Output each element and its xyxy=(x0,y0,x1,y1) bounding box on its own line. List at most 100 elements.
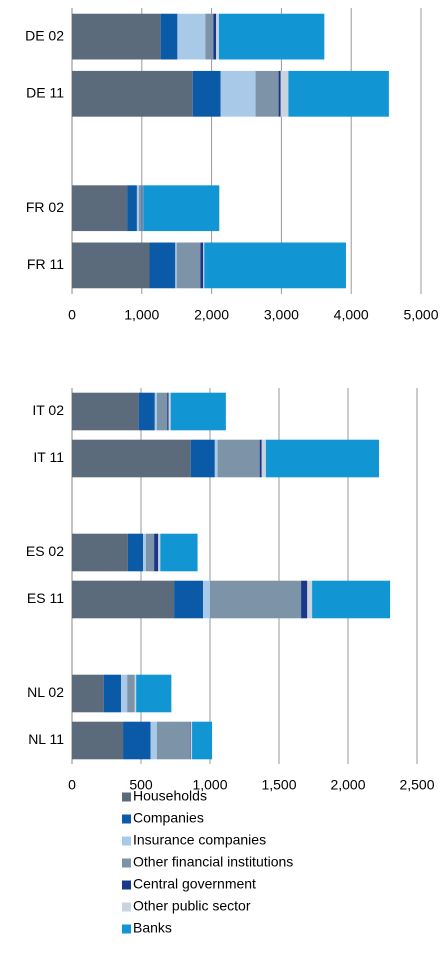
y-tick-label: ES 02 xyxy=(26,543,64,559)
legend-swatch xyxy=(122,792,131,802)
legend-swatch xyxy=(122,858,131,868)
bar-segment xyxy=(176,242,201,289)
bar-segment xyxy=(167,392,169,431)
bar-segment xyxy=(72,533,128,572)
bar-segment xyxy=(312,580,391,619)
x-tick-label: 2,000 xyxy=(330,777,365,793)
legend-label: Insurance companies xyxy=(133,832,266,848)
bar-segment xyxy=(120,674,128,713)
bar-segment xyxy=(301,580,308,619)
legend-label: Banks xyxy=(133,920,172,936)
bar-segment xyxy=(156,392,168,431)
bar-segment xyxy=(259,439,262,478)
bar-segment xyxy=(192,721,213,760)
y-tick-label: DE 02 xyxy=(25,27,64,43)
legend-label: Households xyxy=(133,788,207,804)
x-tick-label: 1,000 xyxy=(124,307,159,323)
bar-segment xyxy=(214,439,218,478)
bar-segment xyxy=(218,13,325,60)
bar-segment xyxy=(216,13,219,60)
x-tick-label: 2,500 xyxy=(399,777,434,793)
legend-swatch xyxy=(122,880,131,890)
bar-segment xyxy=(192,70,221,117)
bar-segment xyxy=(288,70,389,117)
legend-label: Companies xyxy=(133,810,204,826)
y-tick-label: FR 11 xyxy=(27,256,64,272)
bar-segment xyxy=(72,185,128,232)
bar-segment xyxy=(127,674,135,713)
bar-segment xyxy=(72,721,124,760)
bar-segment xyxy=(72,70,193,117)
bar-segment xyxy=(134,674,137,713)
bar-segment xyxy=(261,439,266,478)
bar-segment xyxy=(278,70,281,117)
bar-segment xyxy=(177,13,206,60)
bar-segment xyxy=(72,580,175,619)
y-tick-label: FR 02 xyxy=(26,199,64,215)
bar-segment xyxy=(213,13,217,60)
bar-segment xyxy=(72,674,104,713)
bar-segment xyxy=(205,13,214,60)
bar-segment xyxy=(136,674,172,713)
legend-label: Central government xyxy=(133,876,256,892)
bar-segment xyxy=(189,721,191,760)
x-tick-label: 5,000 xyxy=(403,307,438,323)
bar-segment xyxy=(204,242,346,289)
bar-segment xyxy=(158,533,161,572)
bar-segment xyxy=(149,242,176,289)
y-tick-label: NL 11 xyxy=(28,731,64,747)
bar-segment xyxy=(265,439,380,478)
bar-segment xyxy=(175,242,177,289)
bar-segment xyxy=(127,185,137,232)
bar-segment xyxy=(203,580,210,619)
bar-segment xyxy=(72,13,161,60)
bar-segment xyxy=(255,70,279,117)
bar-segment xyxy=(168,392,171,431)
legend-swatch xyxy=(122,902,131,912)
bar-segment xyxy=(136,185,140,232)
x-tick-label: 0 xyxy=(68,307,76,323)
bar-segment xyxy=(142,185,144,232)
bar-segment xyxy=(145,533,155,572)
bar-segment xyxy=(154,533,159,572)
bar-segment xyxy=(72,392,139,431)
bar-segment xyxy=(143,533,146,572)
x-tick-label: 1,000 xyxy=(192,777,227,793)
y-tick-label: DE 11 xyxy=(26,85,64,101)
y-tick-label: IT 11 xyxy=(33,449,64,465)
bar-segment xyxy=(138,392,155,431)
bar-segment xyxy=(143,185,220,232)
bar-segment xyxy=(210,580,302,619)
bar-segment xyxy=(72,242,150,289)
y-tick-label: IT 02 xyxy=(32,402,64,418)
bar-segment xyxy=(170,392,226,431)
bar-segment xyxy=(160,533,198,572)
legend-label: Other financial institutions xyxy=(133,854,293,870)
bar-segment xyxy=(190,439,215,478)
bar-segment xyxy=(103,674,121,713)
bar-segment xyxy=(203,242,205,289)
bar-segment xyxy=(307,580,313,619)
legend-swatch xyxy=(122,836,131,846)
legend-swatch xyxy=(122,924,131,934)
bar-segment xyxy=(127,533,144,572)
x-tick-label: 2,000 xyxy=(194,307,229,323)
x-tick-label: 4,000 xyxy=(334,307,369,323)
bar-segment xyxy=(190,721,193,760)
bar-segment xyxy=(160,13,178,60)
x-tick-label: 0 xyxy=(68,777,76,793)
legend-swatch xyxy=(122,814,131,824)
bar-segment xyxy=(150,721,157,760)
x-tick-label: 1,500 xyxy=(261,777,296,793)
bar-segment xyxy=(174,580,204,619)
bar-segment xyxy=(154,392,157,431)
x-tick-label: 500 xyxy=(129,777,153,793)
bar-segment xyxy=(280,70,289,117)
x-tick-label: 3,000 xyxy=(264,307,299,323)
bar-segment xyxy=(139,185,142,232)
legend-label: Other public sector xyxy=(133,898,251,914)
y-tick-label: ES 11 xyxy=(27,590,64,606)
bar-segment xyxy=(72,439,191,478)
bar-segment xyxy=(123,721,151,760)
